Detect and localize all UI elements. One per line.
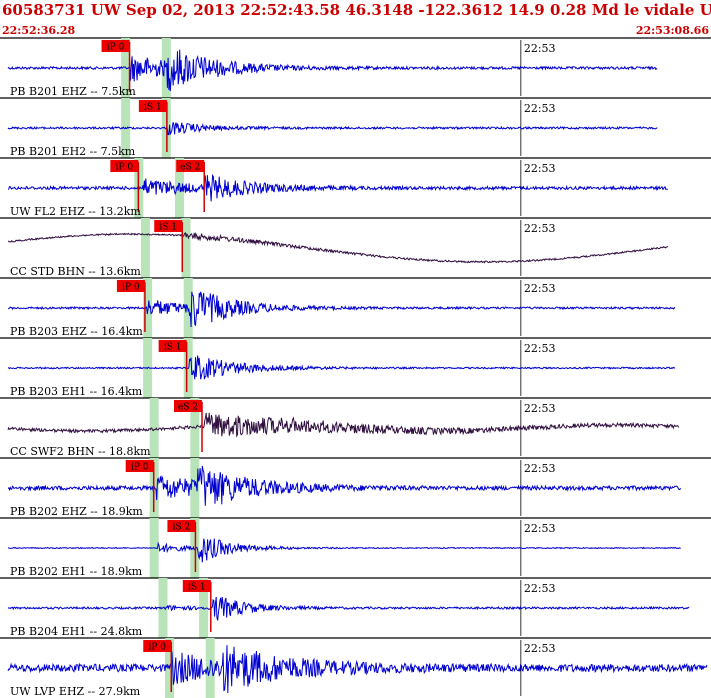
trace-panel: 22:53 eS 2 CC SWF2 BHN -- 18.8km (0, 397, 711, 458)
waveform (8, 355, 676, 380)
s-arrival-band (190, 458, 200, 518)
minute-tick-label: 22:53 (524, 342, 556, 355)
trace-panel: 22:53 iS 2 PB B202 EH1 -- 18.9km (0, 517, 711, 578)
p-arrival-band (140, 218, 150, 278)
trace-panel: 22:53 iP 0 eS 2 UW FL2 EHZ -- 13.2km (0, 157, 711, 218)
pick-flag[interactable] (125, 460, 154, 472)
station-label: CC STD BHN -- 13.6km (10, 265, 141, 278)
station-label: PB B204 EH1 -- 24.8km (10, 625, 143, 638)
pick-flag[interactable] (110, 160, 139, 172)
minute-tick-label: 22:53 (524, 102, 556, 115)
pick-label: iS 1 (188, 583, 206, 593)
pick-flag[interactable] (158, 340, 187, 352)
waveform (7, 291, 676, 328)
waveform (7, 49, 658, 92)
station-label: PB B203 EHZ -- 16.4km (10, 325, 143, 338)
minute-tick-label: 22:53 (524, 402, 556, 415)
header-origin: UW 01 (700, 1, 711, 19)
p-arrival-band (143, 278, 153, 338)
waveform (7, 231, 669, 264)
header-latitude: 46.3148 (345, 1, 413, 19)
trace-panel: 22:53 iS 1 CC STD BHN -- 13.6km (0, 217, 711, 278)
pick-label: iS 1 (159, 223, 177, 233)
header-network: UW (91, 1, 122, 19)
pick-flag[interactable] (154, 220, 183, 232)
header-depth: 14.9 (508, 1, 545, 19)
pick-label: iS 2 (173, 523, 191, 533)
pick-flag[interactable] (116, 280, 145, 292)
waveform (7, 645, 708, 694)
time-end: 22:53:08.66 (636, 24, 710, 37)
trace-panels: 22:53 iP 0 PB B201 EHZ -- 7.5km 22:53 iS 1 PB… (0, 37, 711, 698)
pick-label: iS 1 (164, 343, 182, 353)
trace-panel: 22:53 iP 0 UW LVP EHZ -- 27.9km (0, 637, 711, 698)
header-longitude: -122.3612 (418, 1, 503, 19)
minute-tick-label: 22:53 (524, 222, 556, 235)
p-arrival-band (149, 398, 159, 458)
minute-tick-label: 22:53 (524, 42, 556, 55)
header-mag-type: Md (592, 1, 620, 19)
waveform (7, 465, 682, 506)
pick-label: eS 2 (178, 403, 198, 413)
station-label: PB B202 EH1 -- 18.9km (10, 565, 143, 578)
pick-label: iP 0 (122, 283, 140, 293)
pick-flag[interactable] (176, 160, 205, 172)
minute-tick-label: 22:53 (524, 282, 556, 295)
s-arrival-band (181, 218, 191, 278)
waveform (7, 596, 690, 621)
pick-flag[interactable] (143, 640, 172, 652)
trace-panel: 22:53 iS 1 PB B204 EH1 -- 24.8km (0, 577, 711, 638)
trace-panel: 22:53 iP 0 PB B201 EHZ -- 7.5km (0, 37, 711, 98)
pick-label: iS 1 (144, 103, 162, 113)
waveform (7, 538, 681, 563)
s-arrival-band (183, 278, 193, 338)
minute-tick-label: 22:53 (524, 162, 556, 175)
pick-label: iP 0 (131, 463, 149, 473)
trace-panel: 22:53 iP 0 PB B202 EHZ -- 18.9km (0, 457, 711, 518)
minute-tick-label: 22:53 (524, 582, 556, 595)
pick-label: iP 0 (107, 43, 125, 53)
station-label: PB B201 EHZ -- 7.5km (10, 85, 136, 98)
time-start: 22:52:36.28 (2, 24, 76, 37)
s-arrival-band (161, 38, 171, 98)
header-event-id: 60583731 (2, 1, 86, 19)
trace-panel: 22:53 iS 1 PB B203 EH1 -- 16.4km (0, 337, 711, 398)
header-magnitude: 0.28 (550, 1, 587, 19)
header-analyst: le vidale (624, 1, 694, 19)
trace-panel: 22:53 iS 1 PB B201 EH2 -- 7.5km (0, 97, 711, 158)
pick-label: iP 0 (149, 643, 167, 653)
waveform (7, 173, 669, 202)
station-label: PB B201 EH2 -- 7.5km (10, 145, 136, 158)
station-label: PB B202 EHZ -- 18.9km (10, 505, 143, 518)
waveform (7, 122, 658, 136)
header-datetime: Sep 02, 2013 22:52:43.58 (126, 1, 340, 19)
station-label: PB B203 EH1 -- 16.4km (10, 385, 143, 398)
pick-label: eS 2 (180, 163, 200, 173)
pick-flag[interactable] (182, 580, 211, 592)
minute-tick-label: 22:53 (524, 522, 556, 535)
station-label: CC SWF2 BHN -- 18.8km (10, 445, 151, 458)
minute-tick-label: 22:53 (524, 462, 556, 475)
pick-flag[interactable] (174, 400, 203, 412)
waveform (7, 412, 680, 438)
pick-label: iP 0 (116, 163, 134, 173)
pick-flag[interactable] (101, 40, 130, 52)
pick-flag[interactable] (138, 100, 167, 112)
event-header: 60583731 UW Sep 02, 2013 22:52:43.58 46.… (2, 1, 711, 19)
minute-tick-label: 22:53 (524, 642, 556, 655)
station-label: UW FL2 EHZ -- 13.2km (10, 205, 141, 218)
pick-flag[interactable] (167, 520, 196, 532)
station-label: UW LVP EHZ -- 27.9km (10, 685, 141, 698)
trace-panel: 22:53 iP 0 PB B203 EHZ -- 16.4km (0, 277, 711, 338)
